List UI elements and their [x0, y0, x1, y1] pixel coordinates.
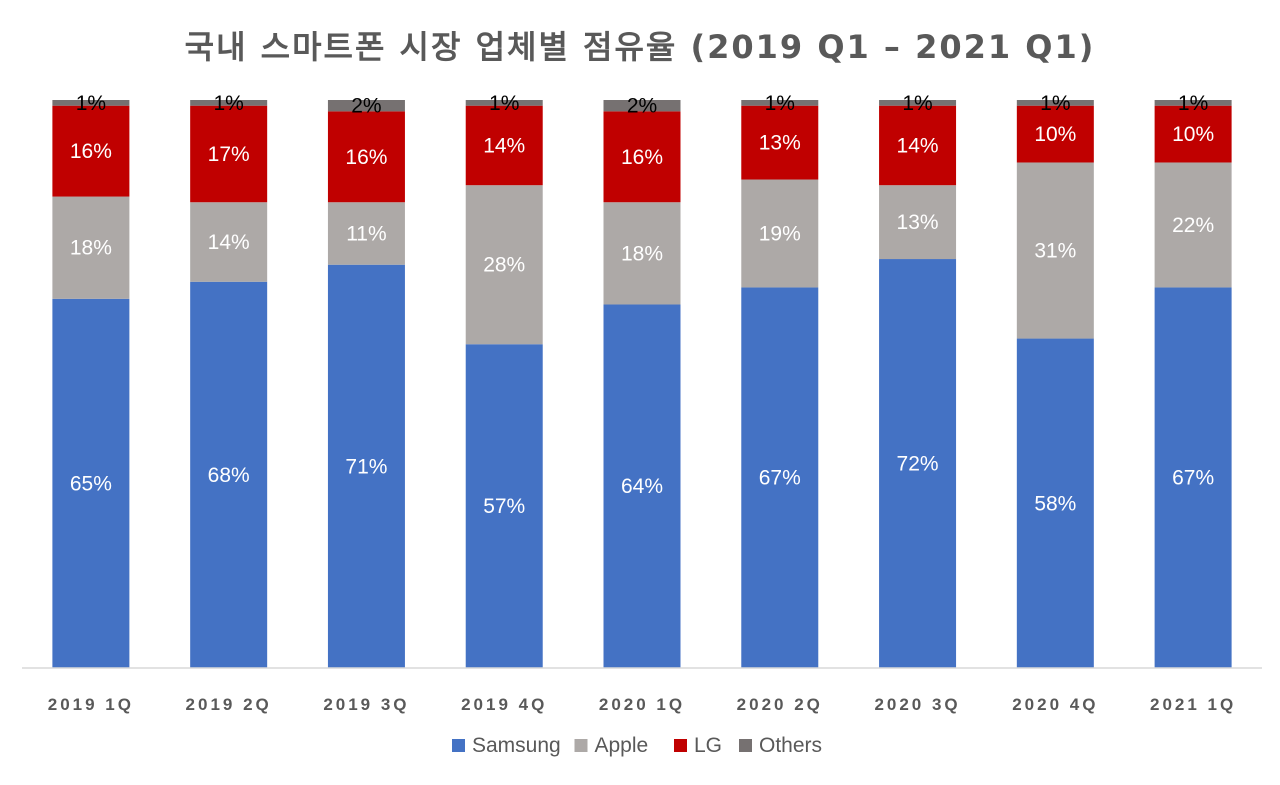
label-apple-2019-3q: 11%: [346, 222, 386, 245]
label-lg-2019-2q: 17%: [208, 143, 250, 166]
bar-samsung-2020-2q: [741, 287, 819, 668]
bar-others-2019-3q: [327, 100, 405, 112]
label-others-2019-2q: 1%: [213, 92, 243, 115]
legend-swatch-lg: [674, 739, 687, 752]
label-others-2020-4q: 1%: [1040, 92, 1070, 115]
bar-others-2020-3q: [879, 100, 957, 106]
label-apple-2020-4q: 31%: [1034, 240, 1076, 263]
bar-apple-2020-3q: [879, 185, 957, 260]
bar-lg-2019-2q: [190, 105, 268, 203]
label-samsung-2020-2q: 67%: [759, 467, 801, 490]
x-tick-label: 2020 4Q: [1012, 695, 1098, 714]
label-others-2020-1q: 2%: [627, 95, 657, 118]
bar-apple-2021-1q: [1154, 162, 1232, 288]
label-apple-2021-1q: 22%: [1172, 214, 1214, 237]
label-apple-2020-2q: 19%: [759, 222, 801, 245]
label-lg-2020-3q: 14%: [897, 134, 939, 157]
bar-others-2020-4q: [1016, 100, 1094, 106]
label-samsung-2020-3q: 72%: [897, 453, 939, 476]
bar-others-2020-1q: [603, 100, 681, 112]
bar-lg-2019-1q: [52, 105, 130, 197]
bar-apple-2020-2q: [741, 179, 819, 288]
legend-label-lg: LG: [694, 734, 722, 757]
label-others-2020-2q: 1%: [765, 92, 795, 115]
label-others-2021-1q: 1%: [1178, 92, 1208, 115]
bar-lg-2021-1q: [1154, 105, 1232, 163]
legend-swatch-apple: [574, 739, 588, 752]
bar-samsung-2019-3q: [327, 264, 405, 668]
label-samsung-2021-1q: 67%: [1172, 467, 1214, 490]
bar-apple-2020-1q: [603, 202, 681, 305]
bar-others-2021-1q: [1154, 100, 1232, 106]
label-lg-2020-4q: 10%: [1034, 123, 1076, 146]
bar-samsung-2020-1q: [603, 304, 681, 668]
bar-samsung-2019-4q: [465, 344, 543, 668]
label-lg-2021-1q: 10%: [1172, 123, 1214, 146]
bar-lg-2020-2q: [741, 105, 819, 180]
label-lg-2019-4q: 14%: [483, 134, 525, 157]
x-tick-label: 2019 4Q: [461, 695, 547, 714]
bar-apple-2019-2q: [190, 202, 268, 282]
label-apple-2020-3q: 13%: [897, 211, 939, 234]
label-others-2020-3q: 1%: [902, 92, 932, 115]
bar-samsung-2019-1q: [52, 298, 130, 668]
label-samsung-2019-4q: 57%: [483, 495, 525, 518]
label-others-2019-3q: 2%: [351, 95, 381, 118]
bar-lg-2020-4q: [1016, 105, 1094, 163]
legend-label-apple: Apple: [595, 734, 649, 757]
legend-label-samsung: Samsung: [472, 734, 561, 757]
legend-swatch-others: [739, 739, 752, 752]
label-samsung-2020-4q: 58%: [1034, 492, 1076, 515]
label-apple-2019-4q: 28%: [483, 254, 525, 277]
x-tick-label: 2019 2Q: [186, 695, 272, 714]
label-apple-2019-1q: 18%: [70, 237, 112, 260]
label-apple-2019-2q: 14%: [208, 231, 250, 254]
label-samsung-2020-1q: 64%: [621, 475, 663, 498]
x-tick-label: 2020 3Q: [874, 695, 960, 714]
x-tick-label: 2021 1Q: [1150, 695, 1236, 714]
chart-title: 국내 스마트폰 시장 업체별 점유율 (2019 Q1 – 2021 Q1): [185, 28, 1096, 66]
bar-lg-2019-4q: [465, 105, 543, 186]
label-lg-2020-1q: 16%: [621, 146, 663, 169]
label-lg-2019-3q: 16%: [345, 146, 387, 169]
x-tick-labels: 2019 1Q 2019 2Q 2019 3Q 2019 4Q 2020 1Q 2020 …: [48, 695, 1236, 714]
bar-samsung-2021-1q: [1154, 287, 1232, 668]
label-lg-2019-1q: 16%: [70, 140, 112, 163]
bar-apple-2019-4q: [465, 185, 543, 345]
label-samsung-2019-2q: 68%: [208, 464, 250, 487]
x-tick-label: 2020 1Q: [599, 695, 685, 714]
legend-swatch-samsung: [452, 739, 465, 752]
bar-lg-2020-3q: [879, 105, 957, 186]
bar-others-2020-2q: [741, 100, 819, 106]
bar-others-2019-1q: [52, 100, 130, 106]
label-others-2019-4q: 1%: [489, 92, 519, 115]
bar-samsung-2020-4q: [1016, 338, 1094, 668]
label-samsung-2019-1q: 65%: [70, 472, 112, 495]
x-tick-label: 2019 1Q: [48, 695, 134, 714]
bar-apple-2020-4q: [1016, 162, 1094, 339]
legend: Samsung Apple LG Others: [452, 734, 822, 757]
x-tick-label: 2019 3Q: [323, 695, 409, 714]
bar-samsung-2020-3q: [879, 259, 957, 668]
bar-apple-2019-3q: [327, 202, 405, 265]
x-tick-label: 2020 2Q: [737, 695, 823, 714]
legend-label-others: Others: [759, 734, 822, 757]
bar-samsung-2019-2q: [190, 281, 268, 668]
label-lg-2020-2q: 13%: [759, 132, 801, 155]
bar-lg-2019-3q: [327, 111, 405, 203]
bar-others-2019-4q: [465, 100, 543, 106]
bar-lg-2020-1q: [603, 111, 681, 203]
label-samsung-2019-3q: 71%: [345, 455, 387, 478]
bars-group: 65% 18% 16% 1% 68% 14% 17% 1% 71% 11% 16% 2% 57% 28% 1…: [52, 92, 1232, 668]
label-apple-2020-1q: 18%: [621, 242, 663, 265]
label-others-2019-1q: 1%: [76, 92, 106, 115]
bar-apple-2019-1q: [52, 196, 130, 299]
bar-others-2019-2q: [190, 100, 268, 106]
